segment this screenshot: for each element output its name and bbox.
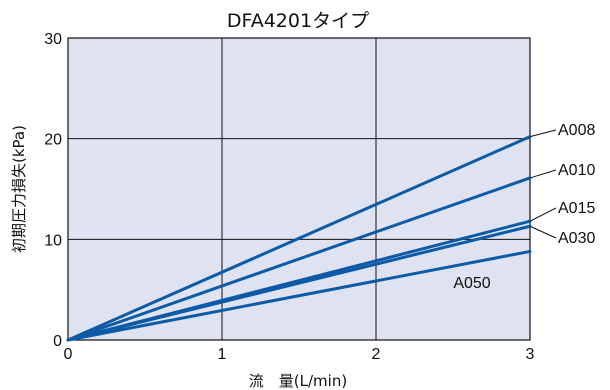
leader-line [529,129,557,138]
series-label: A015 [558,200,595,217]
series-label: A008 [558,122,595,139]
x-tick-label: 2 [372,346,381,363]
y-tick-label: 0 [53,333,62,350]
x-tick-label: 3 [526,346,535,363]
series-labels: A008 A010 A015 A030 A050 [453,122,595,292]
chart-title: DFA4201タイプ [227,10,369,32]
axes [67,37,531,341]
plot-border [67,37,531,341]
x-tick-label: 1 [218,346,227,363]
series-label: A030 [558,230,595,247]
series-label: A050 [453,275,490,292]
y-tick-label: 30 [44,31,62,48]
series-lines [66,135,532,342]
plot-area [68,38,530,340]
y-tick-label: 20 [44,132,62,149]
x-tick-label: 0 [64,346,73,363]
y-axis-label: 初期圧力損失(kPa) [10,125,28,253]
y-tick-label: 10 [44,232,62,249]
series-line-a030 [66,224,532,342]
leader-line [529,207,557,222]
series-line-a008 [66,135,532,342]
series-line-a050 [66,249,532,342]
leader-line [529,169,557,179]
leader-line [529,225,557,239]
series-line-a010 [66,176,532,342]
series-label: A010 [558,162,595,179]
x-axis-label: 流 量(L/min) [249,372,347,390]
